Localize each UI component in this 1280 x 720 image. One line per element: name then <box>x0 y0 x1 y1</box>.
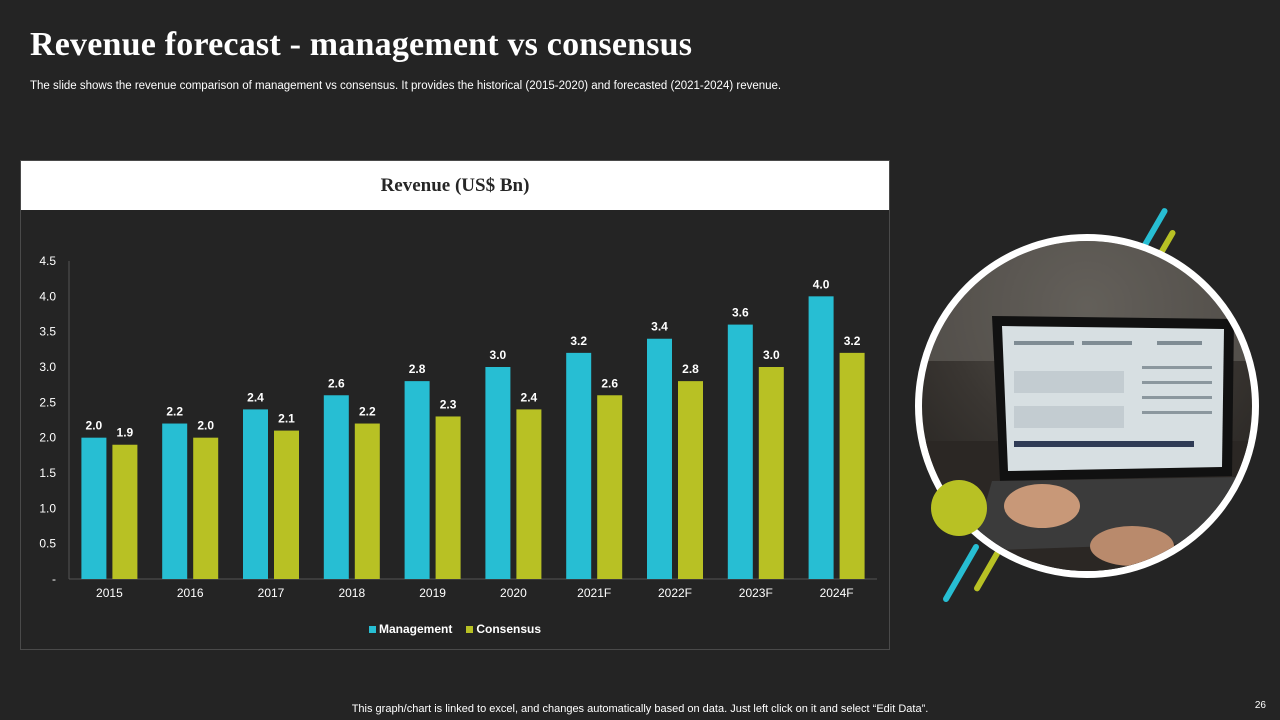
y-tick-label: 3.0 <box>39 360 56 374</box>
data-label-management: 2.6 <box>328 376 345 390</box>
data-label-consensus: 2.6 <box>601 376 618 390</box>
bar-consensus-2018 <box>354 423 380 579</box>
data-label-management: 3.6 <box>732 306 749 320</box>
footer-note: This graph/chart is linked to excel, and… <box>351 703 929 715</box>
x-tick-label: 2019 <box>419 586 446 600</box>
bar-consensus-2019 <box>435 416 461 579</box>
slide-subtitle: The slide shows the revenue comparison o… <box>30 80 782 92</box>
page-number: 26 <box>1254 700 1266 711</box>
chart-legend: Management Consensus <box>21 622 889 636</box>
bar-management-2022F <box>647 338 672 579</box>
bar-chart[interactable]: - 0.5 1.0 1.5 2.0 2.5 3.0 3.5 4.0 4.5 2.0 1.9 2015 2.… <box>21 161 889 649</box>
x-tick-label: 2020 <box>500 586 527 600</box>
x-tick-label: 2021F <box>577 586 611 600</box>
data-label-management: 4.0 <box>813 277 830 291</box>
data-label-consensus: 2.8 <box>682 362 699 376</box>
bar-management-2016 <box>162 423 188 579</box>
data-label-consensus: 3.2 <box>844 334 861 348</box>
data-label-management: 2.8 <box>409 362 426 376</box>
bar-management-2015 <box>81 437 107 579</box>
bar-consensus-2017 <box>274 430 299 579</box>
x-tick-label: 2023F <box>739 586 773 600</box>
legend-swatch-management <box>368 625 376 633</box>
bar-management-2021F <box>566 352 592 579</box>
y-tick-label: 1.0 <box>39 501 56 515</box>
data-label-consensus: 2.3 <box>440 397 457 411</box>
decorative-green-circle <box>931 480 987 536</box>
legend-item-consensus: Consensus <box>466 622 541 636</box>
bar-management-2020 <box>485 367 511 579</box>
y-tick-label: 4.5 <box>39 254 56 268</box>
data-label-management: 3.2 <box>570 334 587 348</box>
y-tick-label: 2.0 <box>39 431 56 445</box>
data-label-consensus: 2.4 <box>521 390 538 404</box>
bar-consensus-2022F <box>678 381 703 579</box>
y-tick-label: 3.5 <box>39 325 56 339</box>
data-label-management: 2.4 <box>247 390 264 404</box>
bar-management-2018 <box>323 395 349 579</box>
bar-consensus-2021F <box>597 395 623 579</box>
slide-title: Revenue forecast - management vs consens… <box>30 26 693 63</box>
legend-item-management: Management <box>368 622 453 636</box>
y-tick-label: 0.5 <box>39 537 56 551</box>
bar-management-2024F <box>808 296 834 579</box>
bar-consensus-2016 <box>193 437 219 579</box>
data-label-consensus: 2.2 <box>359 405 376 419</box>
bar-consensus-2015 <box>112 444 138 579</box>
legend-label-management: Management <box>378 622 453 636</box>
x-tick-label: 2024F <box>820 586 854 600</box>
data-label-management: 3.4 <box>651 320 668 334</box>
x-tick-label: 2015 <box>96 586 123 600</box>
bar-management-2017 <box>243 409 268 579</box>
data-label-consensus: 2.0 <box>197 419 214 433</box>
decorative-green-line-bottom <box>972 549 1002 593</box>
data-label-management: 2.0 <box>86 419 103 433</box>
legend-label-consensus: Consensus <box>476 622 542 636</box>
data-label-consensus: 3.0 <box>763 348 780 362</box>
x-tick-label: 2018 <box>338 586 365 600</box>
y-tick-label: 4.0 <box>39 289 56 303</box>
chart-header: Revenue (US$ Bn) <box>21 161 889 210</box>
y-tick-label: 2.5 <box>39 395 56 409</box>
x-tick-label: 2017 <box>258 586 285 600</box>
data-label-consensus: 1.9 <box>117 426 134 440</box>
legend-swatch-consensus <box>466 625 474 633</box>
x-tick-label: 2022F <box>658 586 692 600</box>
bar-management-2019 <box>404 381 430 579</box>
decorative-blue-line-bottom <box>941 542 981 604</box>
bar-consensus-2024F <box>839 352 865 579</box>
data-label-consensus: 2.1 <box>278 412 295 426</box>
y-tick-label: 1.5 <box>39 466 56 480</box>
y-tick-label: - <box>52 572 56 586</box>
bar-consensus-2023F <box>758 367 784 579</box>
data-label-management: 2.2 <box>166 405 183 419</box>
x-tick-label: 2016 <box>177 586 204 600</box>
bar-consensus-2020 <box>516 409 542 579</box>
bar-management-2023F <box>727 324 753 579</box>
chart-panel[interactable]: Revenue (US$ Bn) - 0.5 1.0 1.5 2.0 2.5 3.0 3.5 4… <box>20 160 890 650</box>
data-label-management: 3.0 <box>490 348 507 362</box>
chart-title: Revenue (US$ Bn) <box>380 174 530 196</box>
